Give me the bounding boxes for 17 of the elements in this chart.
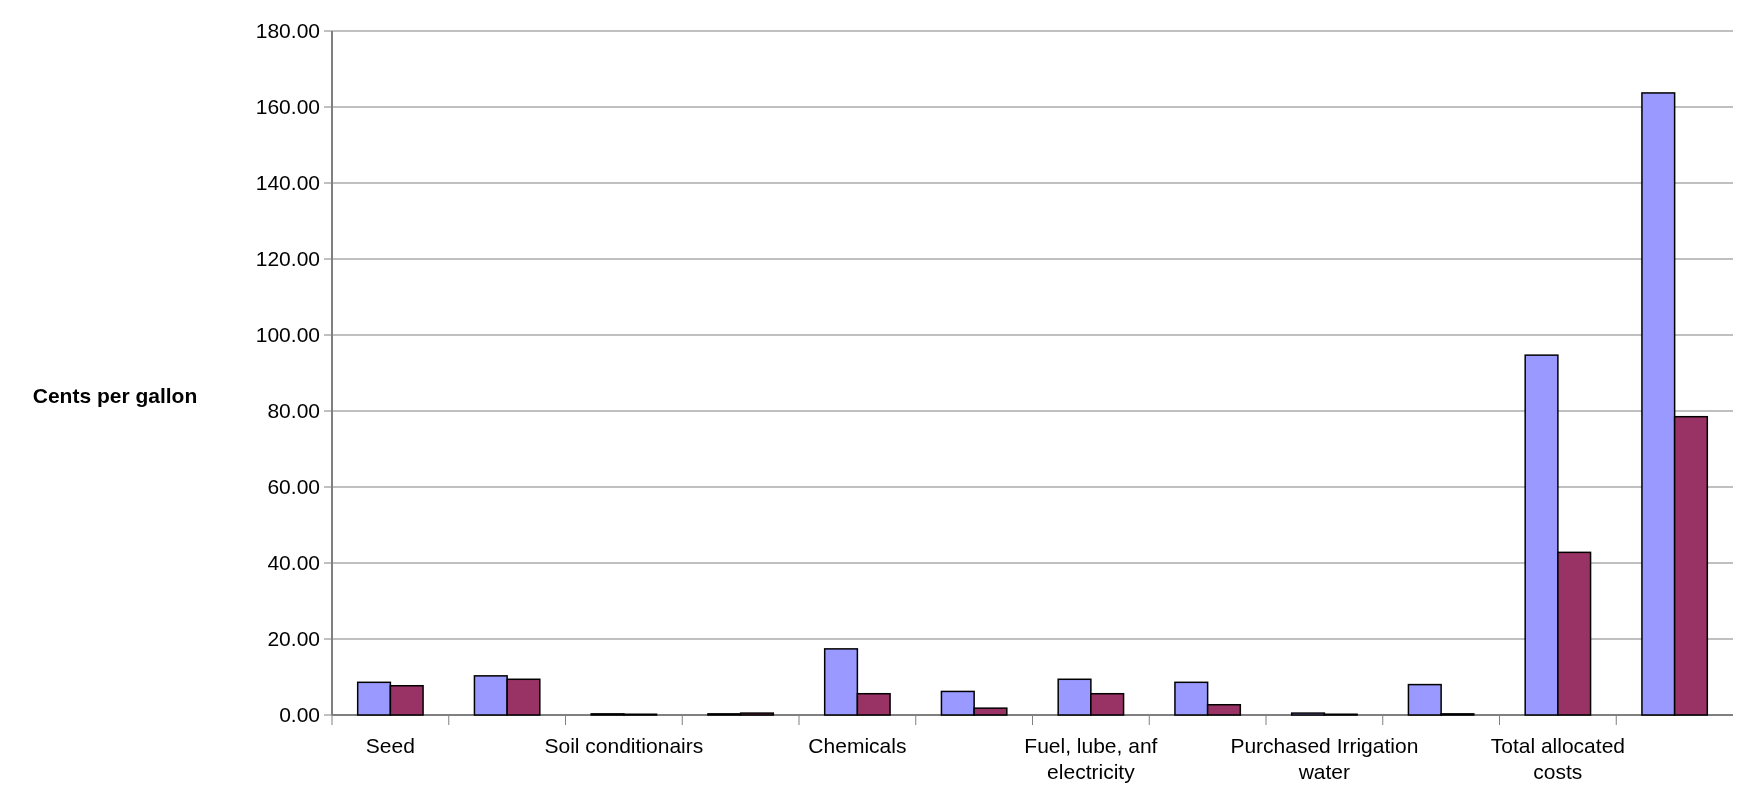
y-tick-label: 140.00 [255,171,320,195]
y-tick-label: 160.00 [255,95,320,119]
x-tick-label: Chemicals [808,734,907,757]
y-tick-label: 120.00 [255,247,320,271]
x-tick-label: Seed [365,734,415,757]
y-tick-label: 80.00 [267,399,320,423]
x-tick-label: Purchased Irrigation water [1230,734,1419,783]
y-tick-label: 20.00 [267,627,320,651]
y-tick-label: 40.00 [267,551,320,575]
x-tick-label: Total allocated costs [1490,734,1626,783]
y-tick-label: 100.00 [255,323,320,347]
y-tick-label: 0.00 [279,703,320,727]
x-tick-label: Fuel, lube, anf electricity [1024,734,1158,783]
x-tick-label: Soil conditionairs [544,734,704,757]
y-tick-label: 60.00 [267,475,320,499]
y-axis-title: Cents per gallon [32,384,198,407]
y-tick-label: 180.00 [255,19,320,43]
